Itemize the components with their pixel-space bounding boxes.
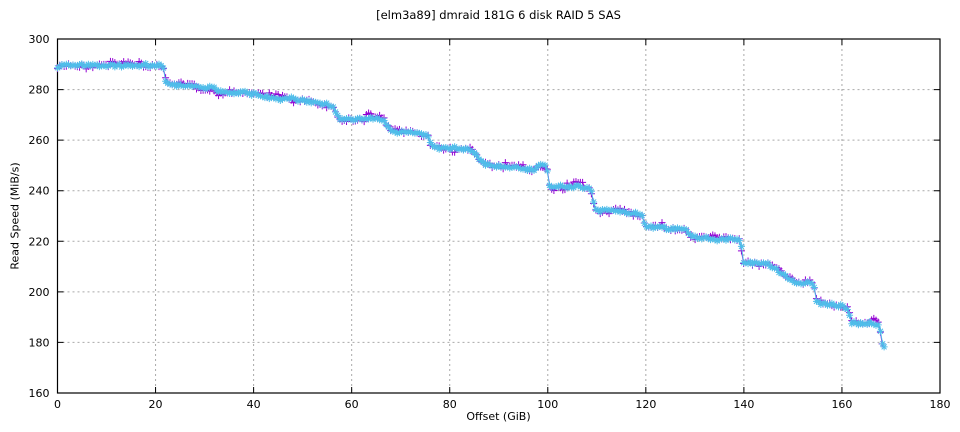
x-tick-label: 80 [443, 398, 457, 411]
x-tick-label: 100 [537, 398, 558, 411]
y-tick-label: 160 [29, 387, 50, 400]
x-tick-label: 0 [54, 398, 61, 411]
x-tick-label: 160 [831, 398, 852, 411]
x-tick-label: 140 [733, 398, 754, 411]
y-tick-label: 200 [29, 286, 50, 299]
series-markers [54, 60, 888, 351]
grid-lines [57, 39, 940, 393]
y-tick-label: 280 [29, 84, 50, 97]
y-tick-label: 300 [29, 33, 50, 46]
chart-title: [elm3a89] dmraid 181G 6 disk RAID 5 SAS [376, 8, 621, 22]
series-markers [54, 57, 886, 348]
axis-ticks [57, 38, 941, 394]
x-tick-label: 20 [149, 398, 163, 411]
series-line [57, 62, 885, 348]
y-tick-label: 220 [29, 235, 50, 248]
x-tick-label: 180 [930, 398, 951, 411]
x-axis-label: Offset (GiB) [466, 410, 531, 423]
series-violet-plus [54, 57, 886, 348]
y-tick-label: 180 [29, 336, 50, 349]
series-line [57, 60, 883, 344]
y-axis-label: Read Speed (MiB/s) [8, 162, 22, 270]
x-tick-label: 120 [635, 398, 656, 411]
y-tick-label: 240 [29, 185, 50, 198]
x-tick-label: 40 [247, 398, 261, 411]
plot-border [56, 38, 941, 394]
y-tick-label: 260 [29, 134, 50, 147]
x-tick-label: 60 [345, 398, 359, 411]
series-cyan-asterisk [54, 60, 888, 351]
